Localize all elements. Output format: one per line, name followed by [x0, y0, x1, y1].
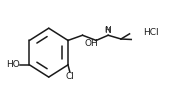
- Text: N: N: [104, 26, 111, 35]
- Text: OH: OH: [84, 39, 98, 48]
- Text: HCl: HCl: [143, 28, 158, 37]
- Text: HO: HO: [6, 60, 19, 69]
- Text: H: H: [105, 27, 110, 33]
- Text: Cl: Cl: [65, 72, 74, 81]
